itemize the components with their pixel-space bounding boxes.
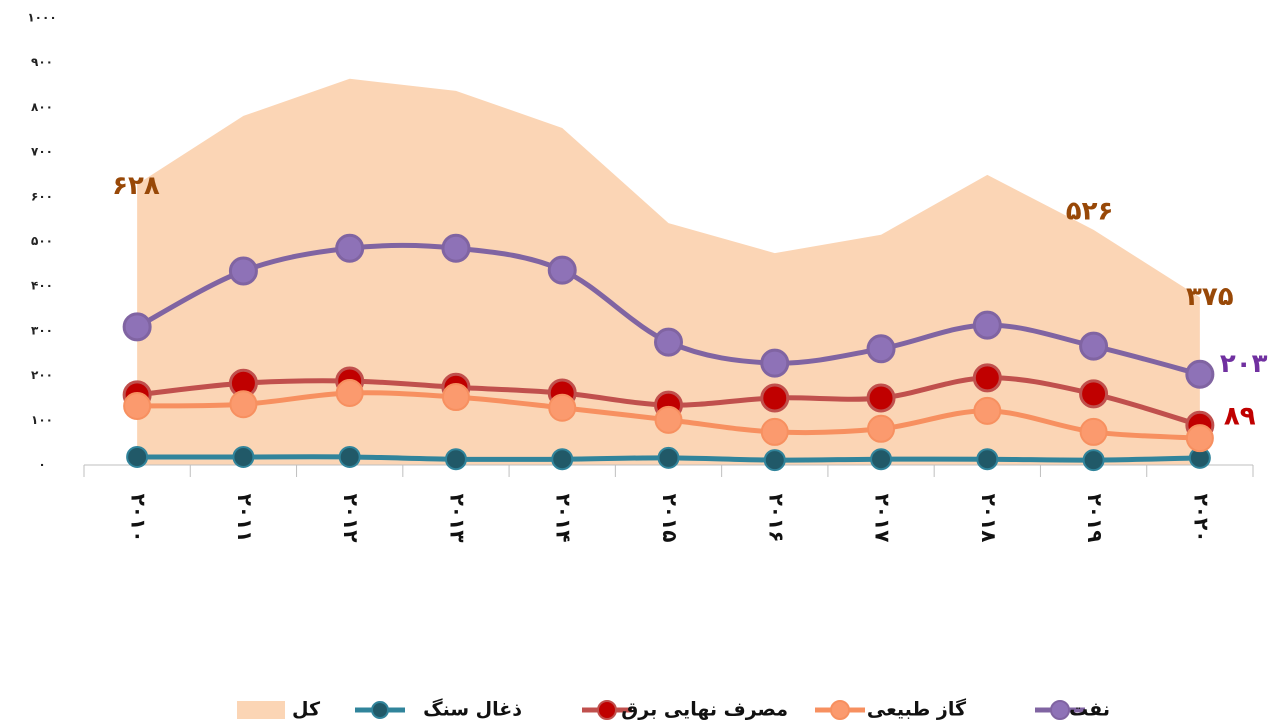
marker (657, 446, 680, 469)
value-label: ۶۲۸ (112, 171, 160, 201)
marker (444, 448, 467, 471)
y-tick-label: ۹۰۰ (31, 55, 53, 69)
legend-swatch (237, 701, 285, 719)
marker (547, 255, 577, 285)
x-tick-label: ۲۰۱۲ (339, 494, 363, 543)
marker (1082, 449, 1105, 472)
x-tick-label: ۲۰۱۹ (1083, 494, 1107, 543)
marker (1185, 359, 1215, 389)
marker (760, 417, 789, 446)
legend-label: ذغال سنگ (423, 698, 522, 721)
legend-label: مصرف نهایی برق (621, 699, 788, 721)
marker (338, 445, 361, 468)
marker (972, 363, 1002, 393)
marker (441, 233, 471, 263)
marker (1079, 417, 1108, 446)
marker (335, 379, 364, 408)
marker (760, 348, 790, 378)
y-tick-label: ۸۰۰ (31, 100, 53, 114)
y-tick-label: ۴۰۰ (31, 279, 53, 293)
y-tick-label: ۵۰۰ (31, 234, 53, 248)
marker (870, 448, 893, 471)
legend-label: کل (292, 699, 321, 721)
marker (228, 256, 258, 286)
legend-marker (597, 700, 617, 720)
x-tick-label: ۲۰۱۷ (871, 494, 895, 543)
marker (1185, 424, 1214, 453)
marker (763, 449, 786, 472)
x-tick-label: ۲۰۱۱ (233, 494, 257, 543)
marker (232, 445, 255, 468)
x-tick-label: ۲۰۱۸ (977, 494, 1001, 543)
x-tick-label: ۲۰۱۰ (127, 494, 151, 543)
marker (126, 445, 149, 468)
marker (654, 405, 683, 434)
marker (867, 414, 896, 443)
y-tick-label: ۲۰۰ (31, 368, 53, 382)
y-tick-label: ۶۰۰ (31, 189, 53, 203)
y-tick-label: ۳۰۰ (31, 323, 53, 337)
x-tick-label: ۲۰۱۶ (764, 494, 788, 543)
value-label: ۵۲۶ (1066, 196, 1114, 226)
value-label: ۳۷۵ (1186, 282, 1234, 312)
legend-marker (371, 701, 389, 719)
y-tick-label: ۱۰۰ (31, 413, 53, 427)
legend-label: گاز طبیعی (867, 698, 967, 721)
marker (654, 327, 683, 357)
y-tick-label: ۰ (38, 458, 45, 472)
marker (551, 448, 574, 471)
marker (123, 391, 152, 420)
value-label: ۲۰۳ (1220, 349, 1268, 379)
y-tick-label: ۷۰۰ (31, 145, 53, 159)
marker (972, 310, 1002, 340)
marker (122, 312, 152, 342)
x-tick-label: ۲۰۱۵ (658, 494, 682, 543)
marker (866, 383, 896, 413)
marker (976, 448, 999, 471)
y-tick-label: ۱۰۰۰ (27, 11, 56, 25)
x-tick-label: ۲۰۱۴ (552, 494, 576, 543)
marker (973, 396, 1002, 425)
marker (548, 393, 577, 422)
x-tick-label: ۲۰۱۳ (445, 494, 469, 543)
legend-marker (830, 700, 850, 720)
legend-marker (1050, 700, 1070, 720)
marker (229, 390, 258, 419)
marker (1079, 331, 1109, 361)
marker (1079, 379, 1109, 409)
x-tick-label: ۲۰۲۰ (1189, 494, 1213, 543)
marker (441, 383, 470, 412)
legend-label: نفت (1069, 699, 1110, 721)
value-label: ۸۹ (1224, 402, 1256, 432)
area (137, 78, 1200, 466)
marker (760, 383, 790, 413)
marker (335, 233, 365, 263)
marker (866, 334, 896, 364)
